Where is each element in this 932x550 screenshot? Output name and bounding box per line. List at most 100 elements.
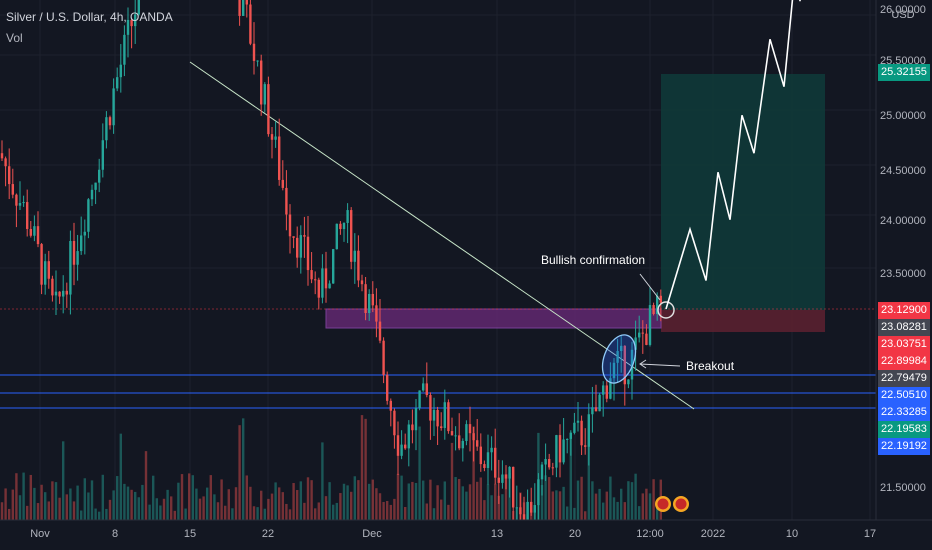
- target-zone[interactable]: [661, 74, 825, 310]
- candle-body: [260, 60, 263, 105]
- volume-bar: [285, 503, 288, 520]
- candle-body: [116, 77, 119, 89]
- volume-indicator-label[interactable]: Vol: [6, 31, 23, 45]
- volume-bar: [8, 508, 11, 520]
- candle-body: [602, 385, 605, 395]
- candle-body: [33, 226, 36, 236]
- volume-bar: [407, 483, 410, 520]
- price-tag[interactable]: 22.33285: [878, 404, 930, 421]
- breakout-label: Breakout: [686, 359, 735, 373]
- candle-body: [285, 187, 288, 215]
- candle-body: [526, 501, 529, 532]
- volume-bar: [447, 504, 450, 520]
- candle-body: [119, 64, 122, 78]
- volume-bar: [465, 491, 468, 520]
- candle-body: [8, 166, 11, 185]
- volume-bar: [468, 484, 472, 520]
- price-tick: 24.50000: [880, 165, 926, 177]
- volume-bar: [353, 476, 356, 520]
- candle-body: [83, 231, 86, 236]
- price-tick: 21.50000: [880, 482, 926, 494]
- candle-body: [112, 88, 115, 126]
- candle-body: [335, 223, 338, 250]
- price-tag[interactable]: 23.08281: [878, 319, 930, 336]
- volume-bar: [202, 496, 205, 520]
- price-tag[interactable]: 22.79479: [878, 370, 930, 387]
- candle-body: [360, 280, 364, 285]
- volume-bar: [569, 432, 572, 520]
- volume-bar: [314, 508, 317, 520]
- price-tag[interactable]: 23.12900: [878, 302, 930, 319]
- candle-body: [123, 34, 126, 65]
- candle-body: [659, 295, 662, 303]
- volume-bar: [62, 441, 65, 520]
- confirmation-circle[interactable]: [657, 301, 675, 319]
- candle-body: [566, 438, 569, 440]
- volume-bar: [184, 508, 187, 520]
- volume-bar: [404, 507, 407, 520]
- volume-bar: [393, 498, 396, 520]
- volume-bar: [141, 484, 144, 520]
- volume-bar: [26, 505, 29, 520]
- candle-body: [648, 305, 652, 345]
- price-tag[interactable]: 25.32155: [878, 64, 930, 81]
- candle-body: [483, 464, 486, 468]
- volume-bar: [123, 483, 126, 520]
- time-tick: 8: [111, 528, 119, 540]
- volume-bar: [630, 482, 634, 520]
- volume-bar: [206, 487, 209, 520]
- price-tag[interactable]: 22.19583: [878, 421, 930, 438]
- volume-bar: [450, 442, 454, 520]
- price-tag[interactable]: 22.19192: [878, 438, 930, 455]
- volume-bar: [65, 494, 68, 520]
- volume-bar: [281, 492, 284, 520]
- candle-body: [486, 452, 490, 468]
- price-tag[interactable]: 23.03751: [878, 336, 930, 353]
- volume-bar: [656, 503, 659, 520]
- candle-body: [436, 409, 439, 427]
- candle-body: [51, 278, 54, 296]
- volume-bar: [497, 495, 500, 520]
- candle-body: [407, 424, 410, 449]
- candle-body: [317, 279, 320, 298]
- candle-body: [130, 19, 133, 27]
- candle-body: [598, 394, 601, 412]
- candle-body: [638, 332, 641, 338]
- downtrend-line[interactable]: [189, 61, 695, 410]
- candle-body: [378, 321, 382, 341]
- candle-body: [350, 210, 353, 262]
- volume-bar: [90, 480, 94, 520]
- candle-body: [652, 305, 655, 315]
- breakout-arrow: [639, 363, 681, 367]
- volume-bar: [414, 482, 418, 520]
- candle-body: [353, 250, 356, 262]
- candle-body: [641, 332, 644, 334]
- candle-body: [418, 390, 421, 409]
- us-flag-icon-inner: [657, 498, 669, 510]
- candle-body: [580, 420, 583, 446]
- projection-path[interactable]: [665, 0, 806, 310]
- volume-bar: [18, 495, 22, 520]
- volume-bar: [94, 508, 97, 520]
- candle-body: [44, 261, 47, 285]
- candle-body: [533, 505, 536, 513]
- volume-bar: [357, 480, 360, 520]
- price-tag[interactable]: 22.89984: [878, 353, 930, 370]
- candle-body: [296, 237, 299, 258]
- volume-bar: [162, 498, 166, 520]
- currency-label[interactable]: USD: [891, 9, 915, 21]
- breakout-ellipse[interactable]: [596, 330, 641, 387]
- stop-loss-zone[interactable]: [661, 310, 825, 332]
- event-icons[interactable]: [655, 496, 689, 512]
- time-tick: Dec: [362, 528, 382, 540]
- candle-body: [508, 466, 511, 479]
- candle-body: [393, 410, 396, 436]
- volume-bar: [328, 482, 331, 520]
- price-tag[interactable]: 22.50510: [878, 387, 930, 404]
- volume-bar: [576, 480, 580, 520]
- volume-bar: [317, 502, 320, 520]
- volume-bar: [321, 442, 324, 520]
- symbol-title[interactable]: Silver / U.S. Dollar, 4h, OANDA: [6, 10, 173, 24]
- volume-bar: [36, 503, 40, 520]
